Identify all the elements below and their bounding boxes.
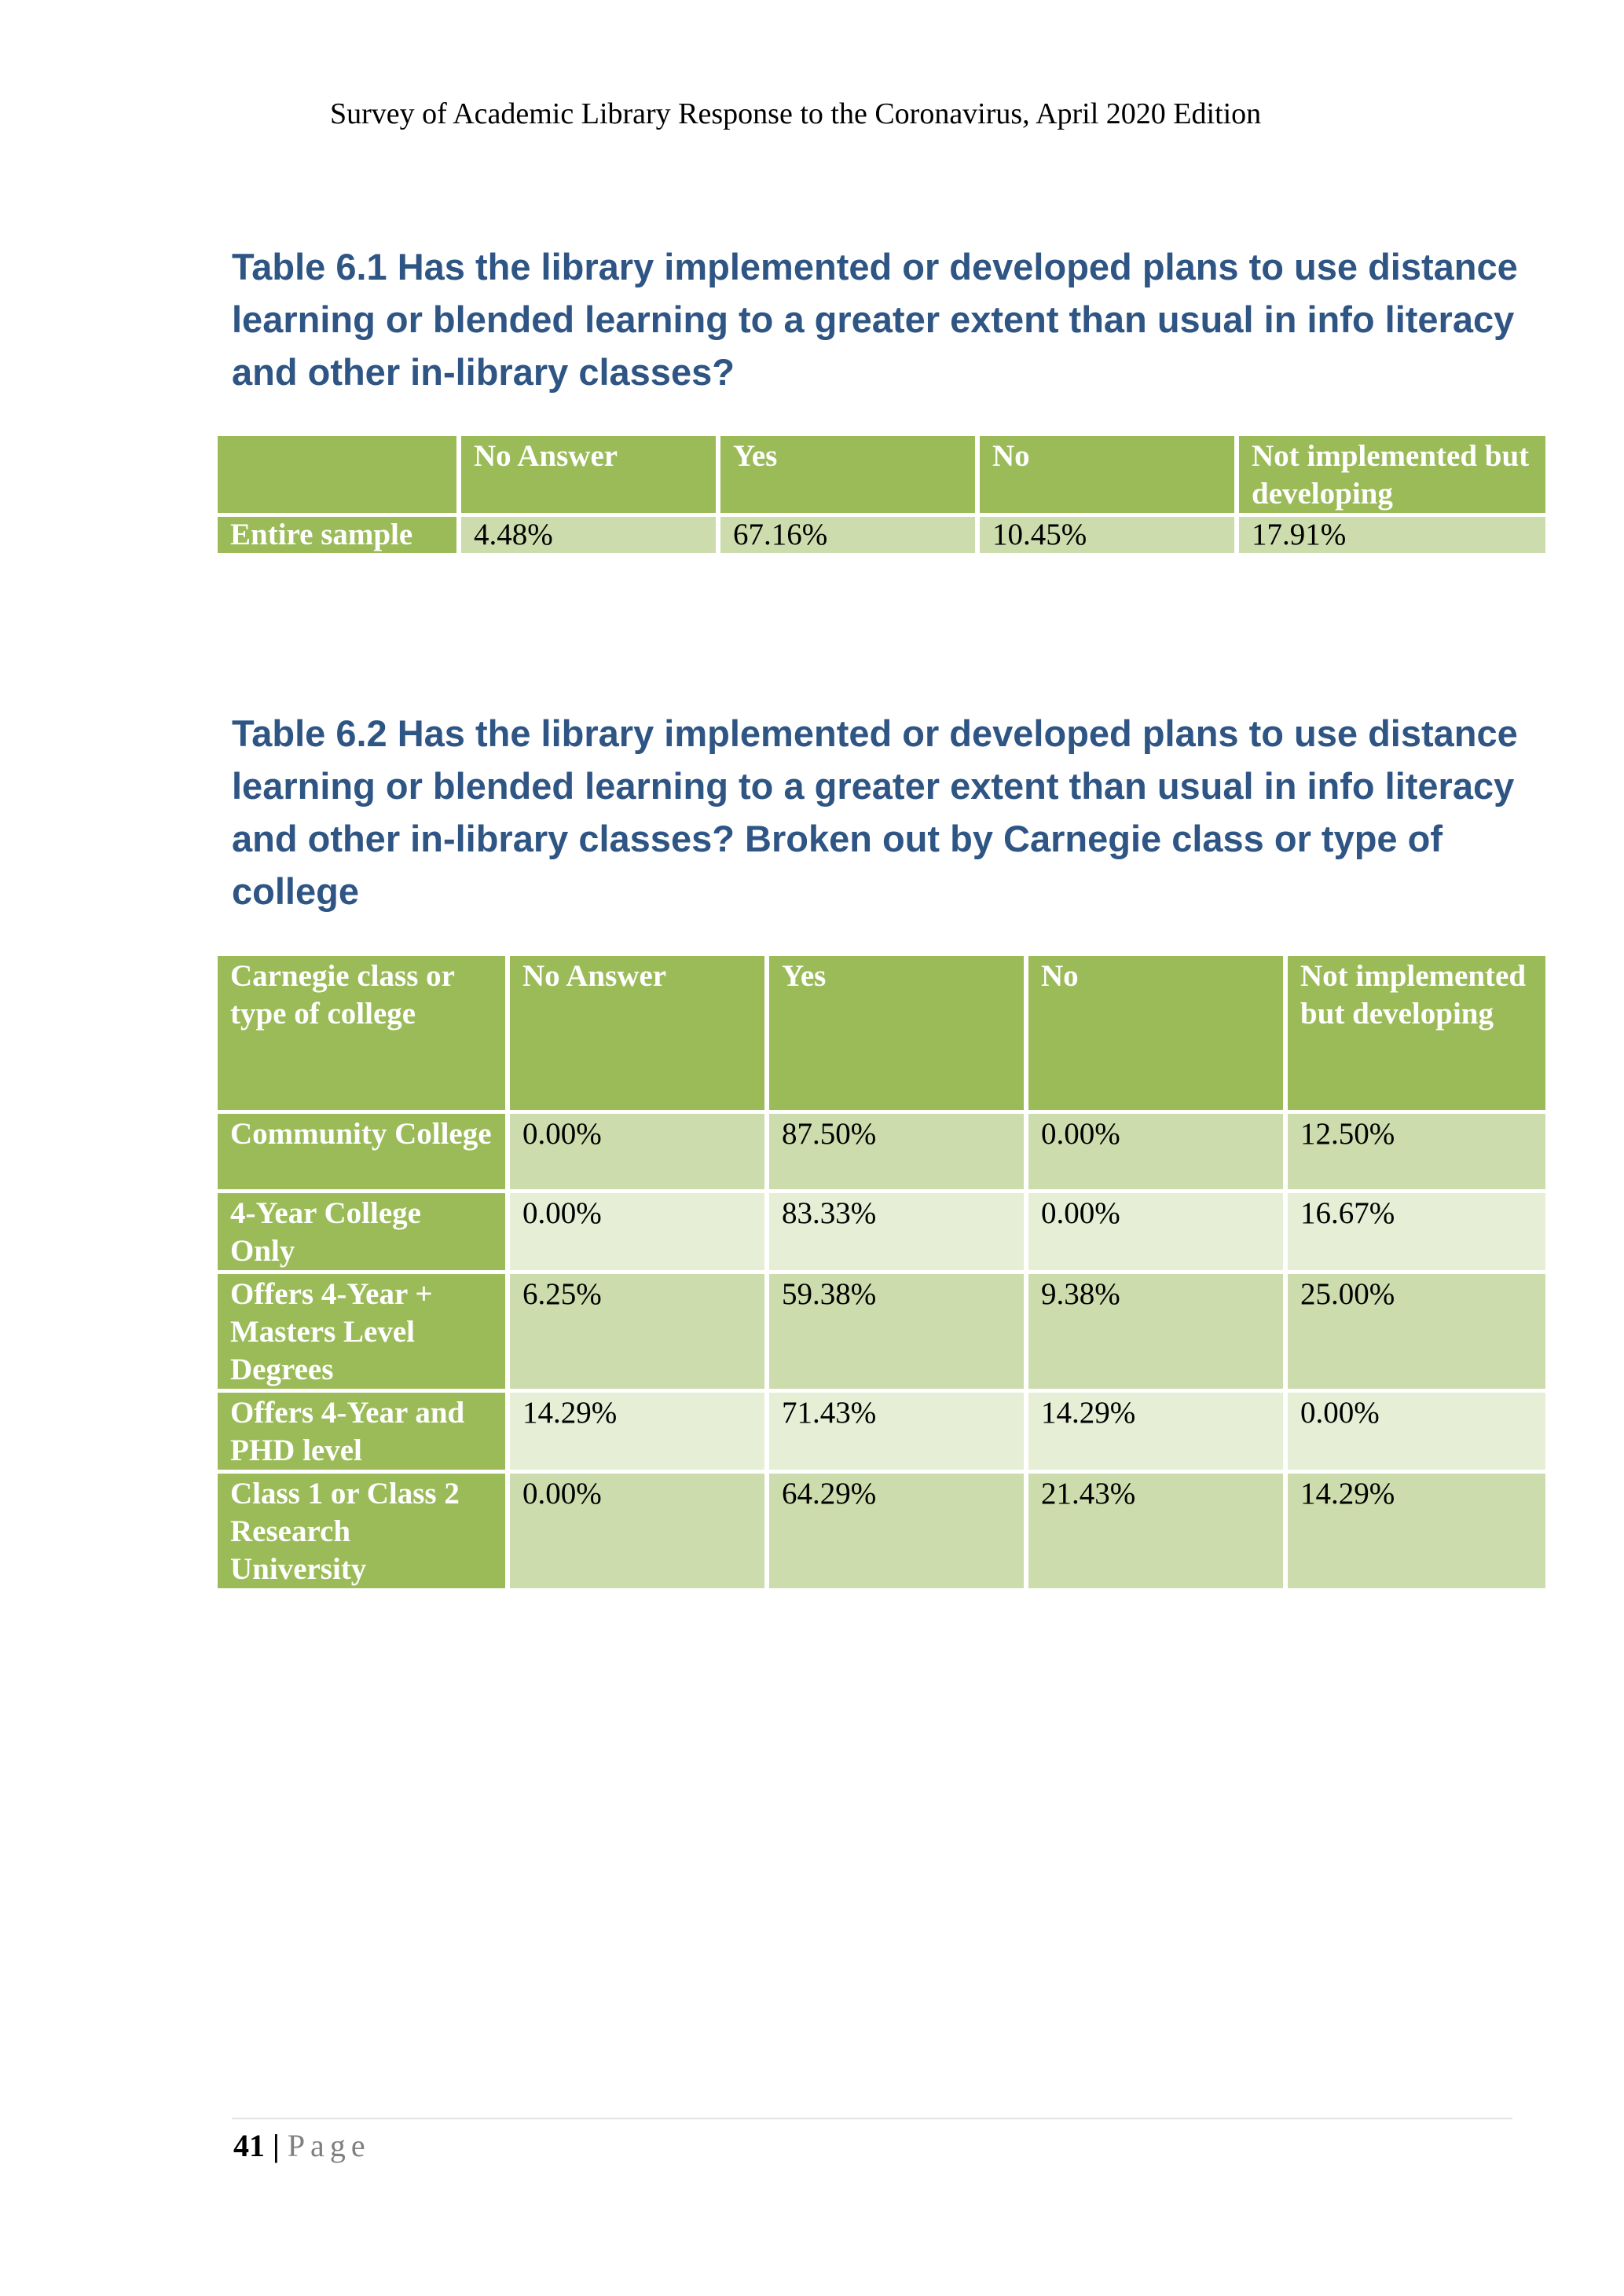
table-6-2: Carnegie class or type of college No Ans… <box>213 952 1550 1592</box>
table-cell: 0.00% <box>1028 1114 1283 1189</box>
table-cell: 25.00% <box>1288 1274 1545 1389</box>
table-row: Entire sample 4.48% 67.16% 10.45% 17.91% <box>218 517 1545 553</box>
row-label: Class 1 or Class 2 Research University <box>218 1474 505 1588</box>
table-header-row: Carnegie class or type of college No Ans… <box>218 956 1545 1110</box>
table-cell: 67.16% <box>720 517 975 553</box>
table-row: Class 1 or Class 2 Research University 0… <box>218 1474 1545 1588</box>
table-header-row: No Answer Yes No Not implemented but dev… <box>218 436 1545 513</box>
page-label: Page <box>287 2128 371 2163</box>
table-cell: 9.38% <box>1028 1274 1283 1389</box>
table-cell: 0.00% <box>1028 1193 1283 1270</box>
table-row: 4-Year College Only 0.00% 83.33% 0.00% 1… <box>218 1193 1545 1270</box>
row-label: Offers 4-Year and PHD level <box>218 1393 505 1470</box>
table-cell: 87.50% <box>769 1114 1024 1189</box>
table-cell: 12.50% <box>1288 1114 1545 1189</box>
column-header: Yes <box>720 436 975 513</box>
column-header: No Answer <box>510 956 764 1110</box>
table-cell: 83.33% <box>769 1193 1024 1270</box>
table-cell: 16.67% <box>1288 1193 1545 1270</box>
column-header: Carnegie class or type of college <box>218 956 505 1110</box>
table-6-1-title: Table 6.1 Has the library implemented or… <box>232 246 1518 393</box>
row-label: Entire sample <box>218 517 456 553</box>
column-header: No <box>1028 956 1283 1110</box>
table-cell: 0.00% <box>510 1114 764 1189</box>
page-number: 41 <box>233 2128 265 2163</box>
row-label: Offers 4-Year + Masters Level Degrees <box>218 1274 505 1389</box>
table-cell: 59.38% <box>769 1274 1024 1389</box>
table-row: Offers 4-Year + Masters Level Degrees 6.… <box>218 1274 1545 1389</box>
column-header: No Answer <box>461 436 716 513</box>
table-cell: 71.43% <box>769 1393 1024 1470</box>
row-label: 4-Year College Only <box>218 1193 505 1270</box>
column-header: No <box>980 436 1234 513</box>
column-header: Yes <box>769 956 1024 1110</box>
row-label: Community College <box>218 1114 505 1189</box>
table-cell: 14.29% <box>1028 1393 1283 1470</box>
table-cell: 21.43% <box>1028 1474 1283 1588</box>
table-6-1: No Answer Yes No Not implemented but dev… <box>213 432 1550 557</box>
table-cell: 10.45% <box>980 517 1234 553</box>
column-header: Not implemented but developing <box>1239 436 1545 513</box>
page-separator: | <box>273 2128 280 2163</box>
table-cell: 6.25% <box>510 1274 764 1389</box>
table-cell: 17.91% <box>1239 517 1545 553</box>
table-cell: 0.00% <box>1288 1393 1545 1470</box>
table-cell: 0.00% <box>510 1474 764 1588</box>
running-header: Survey of Academic Library Response to t… <box>330 97 1262 130</box>
footer-divider <box>232 2118 1512 2119</box>
page-footer: 41 | Page <box>233 2127 371 2165</box>
table-cell: 14.29% <box>1288 1474 1545 1588</box>
table-cell: 64.29% <box>769 1474 1024 1588</box>
column-header <box>218 436 456 513</box>
table-cell: 4.48% <box>461 517 716 553</box>
table-row: Community College 0.00% 87.50% 0.00% 12.… <box>218 1114 1545 1189</box>
table-row: Offers 4-Year and PHD level 14.29% 71.43… <box>218 1393 1545 1470</box>
table-cell: 14.29% <box>510 1393 764 1470</box>
table-cell: 0.00% <box>510 1193 764 1270</box>
table-6-2-title: Table 6.2 Has the library implemented or… <box>232 712 1518 912</box>
column-header: Not implemented but developing <box>1288 956 1545 1110</box>
